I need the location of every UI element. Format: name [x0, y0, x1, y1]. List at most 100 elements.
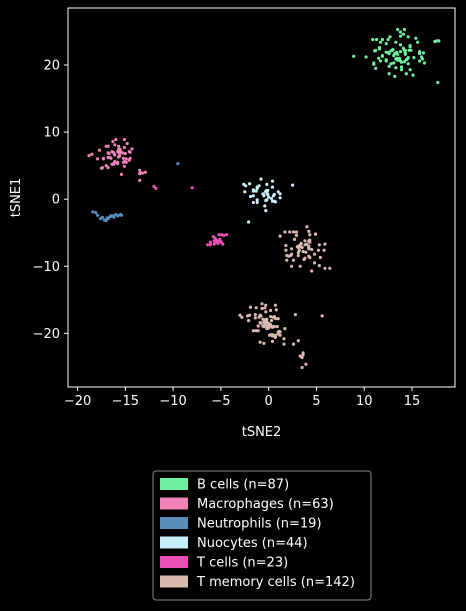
- data-point: [113, 143, 117, 147]
- data-point: [291, 230, 296, 234]
- data-point: [90, 152, 94, 156]
- data-point: [120, 151, 125, 155]
- x-axis-ticks: −20 −15 −10 −5 0 5 10 15: [64, 387, 420, 409]
- data-point: [269, 323, 273, 327]
- data-point: [422, 61, 426, 65]
- data-point: [386, 37, 390, 42]
- data-point: [294, 233, 298, 237]
- data-point: [312, 252, 317, 256]
- data-point: [297, 248, 301, 252]
- data-point: [270, 185, 275, 189]
- data-point: [243, 190, 247, 194]
- data-point: [220, 233, 224, 237]
- y-tick-label: 20: [43, 59, 60, 74]
- data-point: [277, 329, 281, 333]
- data-point: [218, 237, 222, 241]
- data-point: [328, 266, 332, 270]
- data-point: [255, 200, 259, 205]
- data-point: [408, 68, 412, 72]
- data-point: [401, 46, 405, 50]
- data-point: [301, 351, 305, 355]
- data-point: [154, 186, 158, 190]
- data-point: [116, 214, 120, 218]
- data-point: [259, 177, 263, 181]
- data-point: [299, 245, 303, 249]
- data-point: [292, 237, 297, 241]
- data-point: [402, 60, 406, 64]
- data-point: [352, 54, 356, 58]
- data-point: [270, 334, 275, 338]
- data-point: [418, 52, 422, 56]
- series-group: [238, 225, 332, 370]
- data-point: [298, 354, 302, 358]
- data-point: [303, 243, 307, 247]
- data-point: [260, 306, 264, 311]
- legend-swatch: [160, 517, 188, 529]
- data-point: [372, 61, 376, 65]
- data-point: [263, 306, 267, 310]
- data-point: [122, 145, 126, 150]
- data-point: [377, 46, 382, 50]
- data-point: [100, 215, 104, 219]
- data-point: [117, 144, 121, 148]
- data-point: [87, 154, 91, 158]
- data-point: [123, 152, 127, 156]
- data-point: [122, 137, 126, 142]
- data-point: [251, 200, 255, 205]
- y-tick-label: −20: [33, 327, 60, 342]
- data-point: [112, 162, 116, 166]
- data-point: [294, 230, 298, 234]
- x-tick-label: −20: [64, 394, 91, 409]
- data-point: [248, 305, 253, 309]
- data-point: [122, 164, 126, 168]
- data-point: [406, 62, 410, 66]
- data-point: [406, 35, 410, 39]
- data-point: [401, 32, 405, 36]
- data-point: [118, 152, 122, 156]
- data-point: [421, 51, 426, 55]
- data-point: [264, 189, 268, 193]
- data-point: [130, 147, 134, 151]
- data-point: [94, 211, 98, 215]
- legend-frame: [152, 470, 372, 601]
- data-point: [303, 239, 307, 243]
- x-tick-label: 15: [404, 394, 421, 409]
- data-point: [317, 243, 321, 247]
- data-point: [377, 56, 381, 60]
- data-point: [375, 37, 379, 42]
- data-point: [118, 154, 122, 158]
- data-point: [104, 164, 108, 168]
- data-point: [310, 247, 314, 252]
- data-point: [394, 40, 398, 44]
- data-point: [276, 317, 280, 321]
- data-point: [264, 198, 268, 203]
- data-point: [269, 196, 274, 201]
- data-point: [389, 62, 393, 66]
- data-point: [394, 66, 398, 70]
- data-point: [283, 230, 287, 234]
- data-point: [420, 55, 424, 59]
- data-point: [106, 151, 110, 155]
- legend-label: Nuocytes (n=44): [197, 536, 308, 551]
- data-point: [205, 243, 210, 247]
- data-point: [308, 233, 312, 237]
- plot-frame: [67, 7, 456, 388]
- data-point: [399, 68, 404, 72]
- data-point: [109, 214, 113, 218]
- data-point: [127, 158, 131, 162]
- data-point: [269, 308, 273, 313]
- data-point: [275, 325, 279, 329]
- data-point: [273, 333, 277, 337]
- data-point: [274, 308, 278, 312]
- data-point: [261, 192, 265, 196]
- data-point: [266, 192, 270, 196]
- y-tick-label: −10: [33, 260, 60, 275]
- data-point: [253, 313, 257, 317]
- data-point: [416, 40, 420, 44]
- data-point: [276, 190, 280, 194]
- data-point: [388, 35, 392, 39]
- legend-swatch: [160, 536, 188, 549]
- data-point: [91, 210, 95, 214]
- data-point: [393, 52, 397, 56]
